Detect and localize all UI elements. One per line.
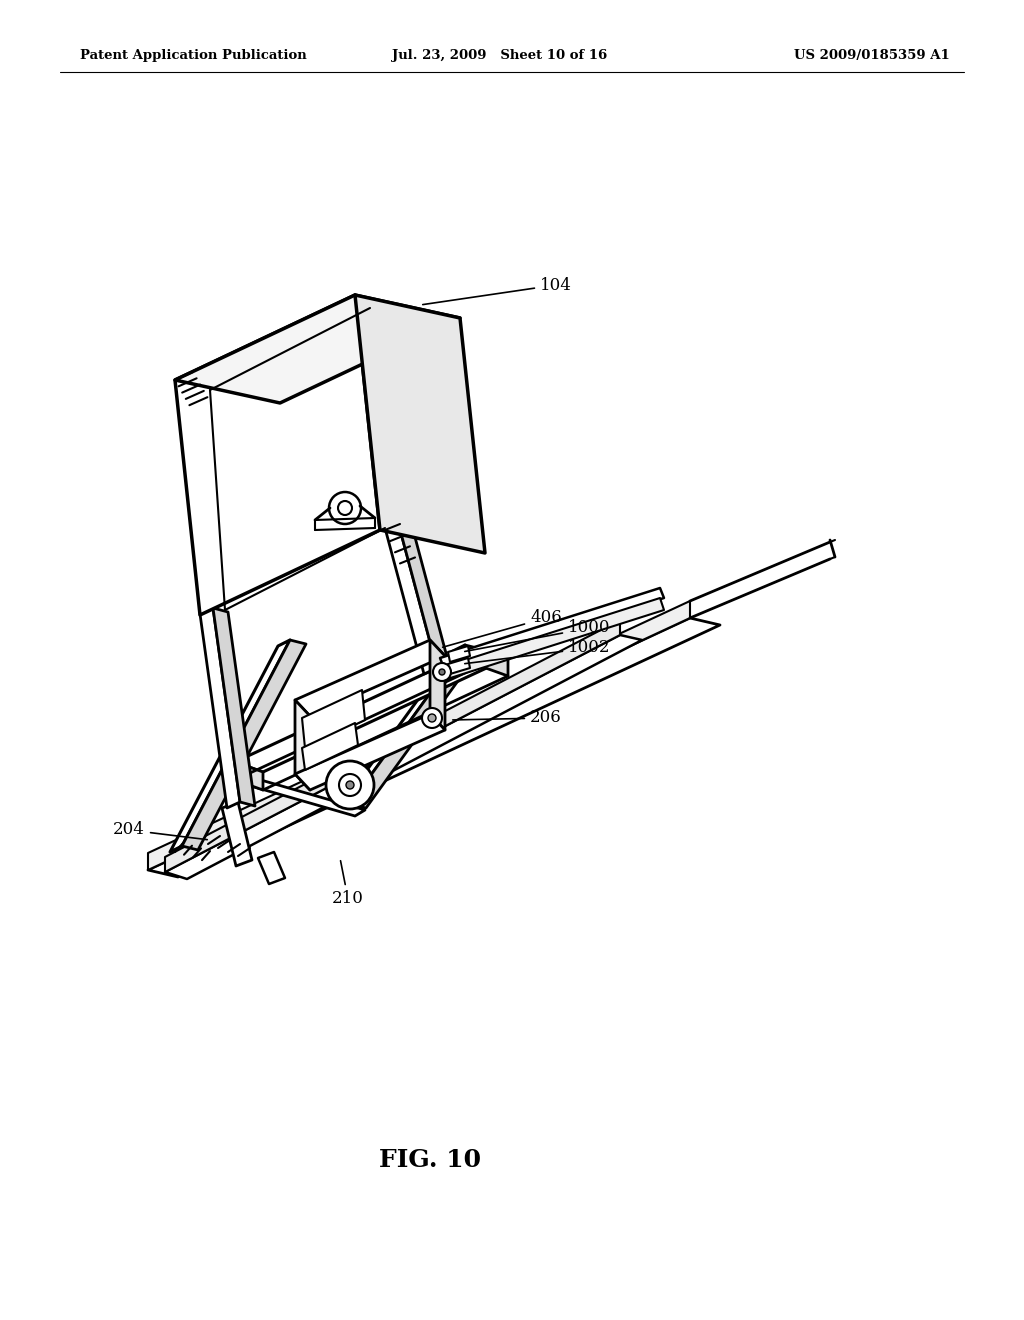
Circle shape [428, 714, 436, 722]
Polygon shape [165, 620, 620, 873]
Polygon shape [234, 762, 263, 789]
Polygon shape [165, 635, 642, 879]
Text: Jul. 23, 2009   Sheet 10 of 16: Jul. 23, 2009 Sheet 10 of 16 [392, 49, 607, 62]
Polygon shape [175, 294, 380, 615]
Circle shape [329, 492, 361, 524]
Polygon shape [258, 851, 285, 884]
Polygon shape [355, 294, 485, 553]
Polygon shape [302, 690, 365, 748]
Text: US 2009/0185359 A1: US 2009/0185359 A1 [795, 49, 950, 62]
Polygon shape [338, 645, 465, 810]
Polygon shape [295, 714, 445, 789]
Polygon shape [480, 648, 508, 676]
Text: Patent Application Publication: Patent Application Publication [80, 49, 307, 62]
Polygon shape [440, 587, 664, 668]
Text: 104: 104 [423, 276, 571, 305]
Circle shape [422, 708, 442, 729]
Polygon shape [302, 723, 358, 770]
Polygon shape [170, 640, 290, 851]
Circle shape [346, 781, 354, 789]
Polygon shape [350, 645, 481, 808]
Polygon shape [175, 294, 460, 403]
Text: 210: 210 [332, 861, 364, 907]
Text: 1002: 1002 [465, 639, 610, 664]
Text: 1000: 1000 [465, 619, 610, 652]
Polygon shape [449, 645, 470, 663]
Circle shape [338, 502, 352, 515]
Polygon shape [200, 609, 240, 808]
Circle shape [339, 774, 361, 796]
Polygon shape [148, 601, 690, 870]
Polygon shape [449, 657, 470, 675]
Polygon shape [148, 618, 720, 876]
Text: 204: 204 [113, 821, 207, 840]
Polygon shape [213, 609, 255, 807]
Polygon shape [295, 700, 310, 789]
Polygon shape [440, 598, 664, 680]
Circle shape [433, 663, 451, 681]
Text: 406: 406 [442, 610, 562, 647]
Circle shape [326, 762, 374, 809]
Text: FIG. 10: FIG. 10 [379, 1148, 481, 1172]
Polygon shape [234, 648, 508, 772]
Polygon shape [230, 774, 365, 816]
Polygon shape [385, 521, 437, 675]
Polygon shape [182, 640, 306, 850]
Polygon shape [295, 640, 445, 715]
Polygon shape [430, 640, 445, 730]
Circle shape [439, 669, 445, 675]
Text: 206: 206 [453, 710, 562, 726]
Polygon shape [398, 521, 451, 672]
Polygon shape [222, 803, 252, 866]
